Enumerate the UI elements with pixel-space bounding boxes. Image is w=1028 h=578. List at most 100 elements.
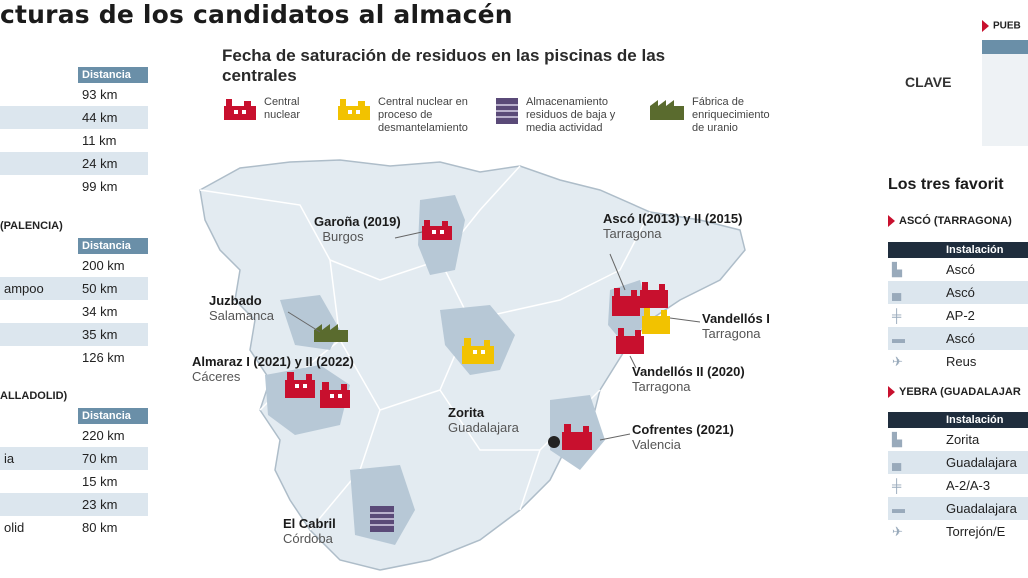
section-heading-yebra: YEBRA (GUADALAJAR bbox=[888, 386, 1021, 399]
row-distance: 99 km bbox=[82, 179, 118, 194]
storage-icon bbox=[370, 506, 394, 532]
road-icon: ╪ bbox=[892, 478, 902, 493]
clave-label: CLAVE bbox=[905, 74, 952, 90]
page-title: cturas de los candidatos al almacén bbox=[0, 0, 513, 29]
yebra-table: Instalación ▙ Zorita ▄ Guadalajara ╪ A-2/A-… bbox=[888, 412, 1028, 543]
dismantling-plant-icon bbox=[642, 308, 670, 334]
row-name bbox=[0, 323, 78, 346]
section-heading-asco: ASCÓ (TARRAGONA) bbox=[888, 215, 1012, 228]
triangle-icon bbox=[982, 20, 989, 32]
location-marker-icon bbox=[548, 436, 560, 448]
row-name bbox=[0, 106, 78, 129]
row-name: Reus bbox=[946, 354, 977, 369]
row-name: Ascó bbox=[946, 262, 975, 277]
row-distance: 44 km bbox=[82, 110, 118, 125]
label-zorita: Zorita Guadalajara bbox=[448, 405, 519, 435]
nuclear-plant-icon bbox=[616, 328, 644, 354]
row-distance: 35 km bbox=[82, 327, 118, 342]
column-header: Distancia bbox=[78, 67, 148, 83]
row-distance: 15 km bbox=[82, 474, 118, 489]
left-section-heading: (PALENCIA) bbox=[0, 220, 63, 232]
row-name: ampoo bbox=[4, 281, 44, 296]
row-name: Guadalajara bbox=[946, 501, 1017, 516]
row-name bbox=[0, 175, 78, 198]
row-distance: 70 km bbox=[82, 451, 118, 466]
row-distance: 126 km bbox=[82, 350, 125, 365]
triangle-icon bbox=[888, 386, 895, 399]
storage-icon bbox=[496, 98, 518, 124]
label-vandellos-2: Vandellós II (2020) Tarragona bbox=[632, 364, 745, 394]
map-title: Fecha de saturación de residuos en las p… bbox=[222, 46, 666, 85]
label-asco: Ascó I(2013) y II (2015) Tarragona bbox=[603, 211, 743, 241]
legend-nuclear: Central nuclear bbox=[222, 96, 322, 122]
province-guadalajara bbox=[440, 305, 515, 375]
dismantling-plant-icon bbox=[338, 99, 370, 120]
road-icon: ╪ bbox=[892, 308, 902, 323]
label-garona: Garoña (2019) Burgos bbox=[314, 214, 401, 244]
column-header: Distancia bbox=[78, 238, 148, 254]
row-name bbox=[0, 493, 78, 516]
left-table-1: Distancia 93 km 44 km 11 km 24 km 99 km bbox=[0, 67, 148, 198]
row-distance: 50 km bbox=[82, 281, 118, 296]
row-name bbox=[0, 470, 78, 493]
row-icon: ▙ bbox=[892, 431, 902, 447]
row-name: Zorita bbox=[946, 432, 980, 447]
rail-icon: ▬ bbox=[892, 331, 905, 346]
row-name: ia bbox=[4, 451, 15, 466]
row-name: AP-2 bbox=[946, 308, 975, 323]
row-name bbox=[0, 346, 78, 369]
label-vandellos-1: Vandellós I Tarragona bbox=[702, 311, 770, 341]
nuclear-plant-icon bbox=[285, 372, 315, 398]
label-juzbado: Juzbado Salamanca bbox=[209, 293, 275, 323]
legend-dismantling: Central nuclear en proceso de desmantela… bbox=[336, 96, 486, 135]
spain-map bbox=[199, 159, 746, 571]
row-icon: ▄ bbox=[892, 285, 902, 300]
column-header: Distancia bbox=[78, 408, 148, 424]
row-name bbox=[0, 83, 78, 106]
favorites-title: Los tres favorit bbox=[888, 176, 1004, 193]
asco-table: Instalación ▙ Ascó ▄ Ascó ╪ AP-2 ▬ Ascó ✈ Reu… bbox=[888, 242, 1028, 373]
row-name bbox=[0, 254, 78, 277]
row-name: Guadalajara bbox=[946, 455, 1017, 470]
nuclear-plant-icon bbox=[640, 282, 668, 308]
column-header: Instalación bbox=[942, 412, 1028, 428]
row-distance: 93 km bbox=[82, 87, 118, 102]
row-name bbox=[0, 129, 78, 152]
triangle-icon bbox=[888, 215, 895, 228]
dismantling-plant-icon bbox=[462, 338, 494, 364]
nuclear-plant-icon bbox=[320, 382, 350, 408]
airplane-icon: ✈ bbox=[892, 523, 903, 539]
row-distance: 220 km bbox=[82, 428, 125, 443]
label-cofrentes: Cofrentes (2021) Valencia bbox=[632, 422, 734, 452]
label-cabril: El Cabril Córdoba bbox=[283, 516, 336, 546]
province-cordoba bbox=[350, 465, 415, 545]
row-name: Ascó bbox=[946, 285, 975, 300]
label-almaraz: Almaraz I (2021) y II (2022) Cáceres bbox=[192, 354, 354, 384]
row-name: A-2/A-3 bbox=[946, 478, 991, 493]
row-icon: ▄ bbox=[892, 455, 902, 470]
row-name bbox=[0, 424, 78, 447]
row-name: Ascó bbox=[946, 331, 975, 346]
row-name: olid bbox=[4, 520, 25, 535]
rail-icon: ▬ bbox=[892, 501, 905, 516]
row-name bbox=[0, 300, 78, 323]
legend-uranium: Fábrica de enriquecimiento de uranio bbox=[648, 96, 788, 135]
row-distance: 11 km bbox=[82, 133, 117, 148]
nuclear-plant-icon bbox=[562, 424, 592, 450]
left-section-heading: ALLADOLID) bbox=[0, 390, 68, 402]
key-box bbox=[982, 40, 1028, 146]
nuclear-plant-icon bbox=[224, 99, 256, 120]
left-table-2: Distancia 200 km ampoo 50 km 34 km 35 km … bbox=[0, 238, 148, 369]
left-table-3: Distancia 220 km ia 70 km 15 km 23 km oli… bbox=[0, 408, 148, 539]
row-name: Torrejón/E bbox=[946, 524, 1006, 539]
nuclear-plant-icon bbox=[612, 288, 640, 316]
uranium-factory-icon bbox=[314, 324, 348, 342]
uranium-factory-icon bbox=[650, 100, 684, 120]
airplane-icon: ✈ bbox=[892, 353, 903, 369]
row-distance: 23 km bbox=[82, 497, 118, 512]
row-distance: 34 km bbox=[82, 304, 118, 319]
row-name bbox=[0, 152, 78, 175]
nuclear-plant-icon bbox=[422, 220, 452, 240]
row-icon: ▙ bbox=[892, 261, 902, 277]
legend-storage: Almacenamiento residuos de baja y media … bbox=[494, 96, 644, 135]
